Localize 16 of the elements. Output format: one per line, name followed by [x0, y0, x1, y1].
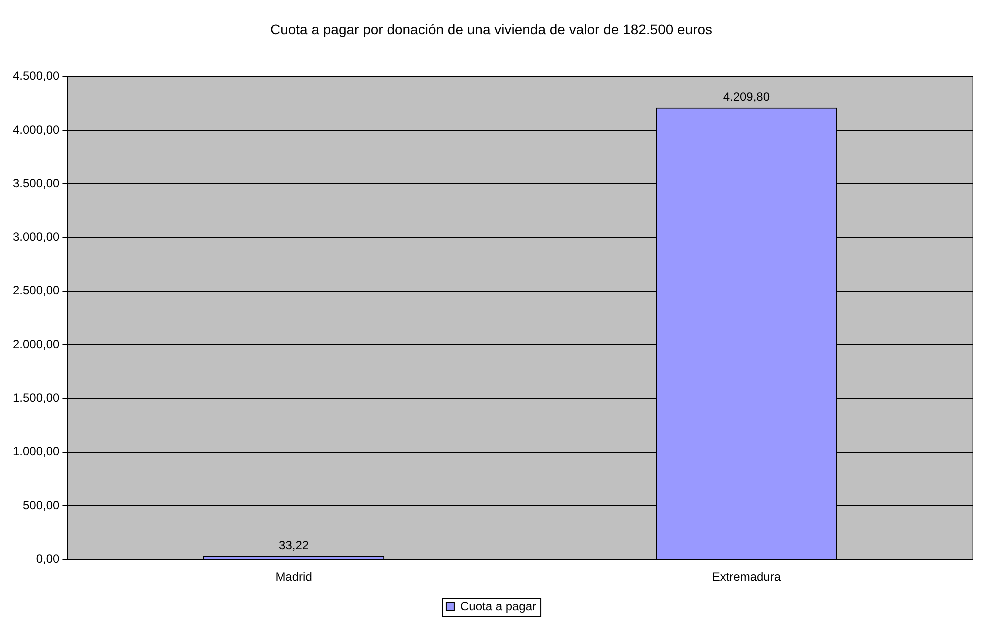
- y-tick-label: 3.500,00: [12, 176, 60, 190]
- x-tick-label: Extremadura: [712, 570, 782, 584]
- y-tick-label: 0,00: [36, 552, 60, 566]
- y-tick-label: 2.500,00: [12, 284, 60, 298]
- data-label: 33,22: [279, 538, 310, 552]
- y-tick-label: 1.000,00: [12, 444, 60, 459]
- chart-title: Cuota a pagar por donación de una vivienda de valor de 182.500 euros: [270, 21, 713, 38]
- y-tick-label: 1.500,00: [12, 390, 60, 405]
- y-tick-label: 2.000,00: [12, 337, 60, 352]
- data-label: 4.209,80: [723, 90, 770, 104]
- x-tick-label: Madrid: [276, 570, 312, 584]
- y-tick-label: 3.000,00: [12, 230, 60, 244]
- y-tick-label: 4.000,00: [12, 122, 60, 137]
- legend-label: Cuota a pagar: [460, 599, 537, 614]
- y-tick-label: 500,00: [23, 498, 60, 512]
- y-tick-label: 4.500,00: [12, 69, 60, 84]
